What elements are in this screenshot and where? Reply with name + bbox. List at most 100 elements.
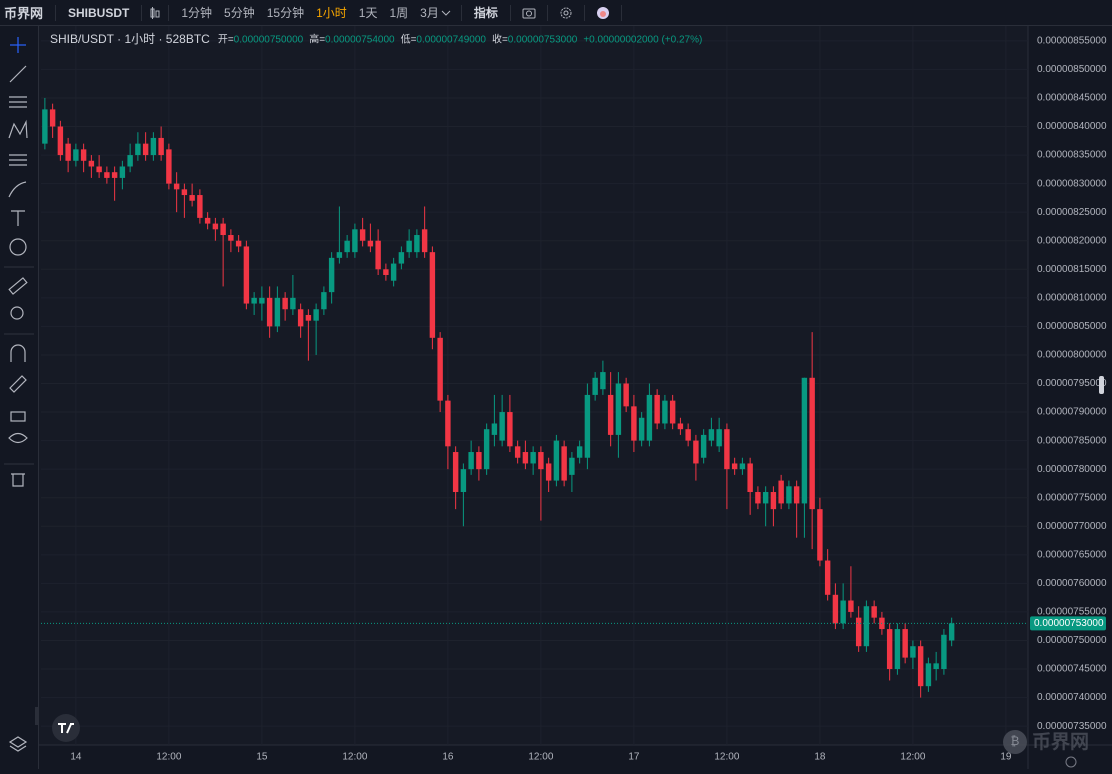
candle-body (65, 143, 71, 161)
candle-body (290, 297, 296, 310)
object-tree[interactable] (8, 736, 28, 752)
candle-body (917, 646, 924, 687)
candle-body (553, 440, 560, 481)
candle-body (638, 417, 645, 441)
candle-body (127, 155, 133, 167)
candle-body (166, 149, 172, 184)
candle-type-icon[interactable] (148, 6, 162, 20)
dropdown-icon[interactable] (441, 8, 451, 18)
interval-button[interactable]: 1小时 (316, 6, 347, 20)
emoji-tool[interactable] (9, 238, 27, 256)
indicators-button[interactable]: 指标 (473, 6, 498, 20)
interval-button[interactable]: 1天 (358, 6, 378, 20)
magnet-tool[interactable] (10, 344, 26, 362)
y-tick-label: 0.00000825000 (1037, 207, 1107, 218)
candle-body (96, 166, 102, 173)
crosshair-tool[interactable] (10, 37, 26, 53)
time-axis (39, 745, 1028, 769)
candle-body (654, 394, 660, 424)
y-tick-label: 0.00000850000 (1037, 64, 1107, 75)
candle-body (468, 452, 474, 470)
candle-body (158, 137, 164, 156)
candle-body (778, 480, 784, 504)
candle-body (716, 429, 722, 447)
candle-body (685, 429, 691, 441)
candle-body (452, 452, 459, 493)
candle-body (344, 240, 350, 253)
text-tool[interactable] (11, 210, 25, 226)
y-tick-label: 0.00000800000 (1037, 350, 1107, 361)
collapse-handle[interactable] (35, 707, 39, 725)
y-tick-label: 0.00000770000 (1037, 521, 1107, 532)
interval-button[interactable]: 5分钟 (224, 6, 255, 20)
scroll-handle[interactable] (1099, 376, 1104, 394)
interval-button[interactable]: 1分钟 (181, 6, 213, 20)
candle-body (119, 166, 126, 178)
candle-body (88, 160, 95, 167)
legend-low-label: 低= (401, 33, 417, 46)
visibility-tool[interactable] (8, 432, 28, 444)
projection-tool[interactable] (9, 154, 27, 166)
candle-body (313, 309, 319, 321)
y-tick-label: 0.00000755000 (1037, 607, 1107, 618)
candle-body (817, 509, 823, 561)
candle-body (42, 109, 48, 144)
trendline-tool[interactable] (9, 65, 27, 83)
legend-close: 0.00000753000 (508, 35, 578, 46)
fib-tool[interactable] (9, 96, 27, 108)
interval-button[interactable]: 3月 (420, 6, 439, 20)
candle-body (677, 423, 684, 430)
y-tick-label: 0.00000830000 (1037, 178, 1107, 189)
candle-body (173, 183, 180, 190)
zoom-tool[interactable] (10, 306, 24, 320)
candle-body (693, 440, 699, 464)
last-price-label: 0.00000753000 (1034, 618, 1104, 629)
candle-body (522, 452, 529, 464)
axis-settings-icon[interactable] (1065, 756, 1077, 768)
candle-body (708, 429, 715, 441)
interval-button[interactable]: 1周 (389, 6, 409, 20)
delete-tool[interactable] (11, 473, 25, 487)
candle-body (282, 297, 288, 310)
lock-tool[interactable] (10, 411, 26, 422)
y-tick-label: 0.00000795000 (1037, 378, 1107, 389)
pattern-tool[interactable] (8, 119, 28, 139)
candle-body (631, 406, 637, 441)
candle-body (576, 446, 583, 458)
theme-icon[interactable] (591, 6, 615, 20)
candle-body (925, 663, 932, 687)
candle-body (49, 109, 56, 127)
symbol[interactable]: SHIBUSDT (68, 5, 130, 20)
candle-body (204, 217, 211, 224)
candles (41, 97, 1028, 698)
candle-body (646, 394, 653, 441)
toolbar-icons (4, 37, 34, 752)
candle-body (623, 383, 629, 407)
candle-body (871, 606, 877, 618)
snapshot-icon[interactable] (517, 6, 541, 20)
candle-body (910, 646, 916, 658)
candle-body (530, 452, 536, 464)
separator (509, 4, 511, 21)
candle-body (328, 257, 335, 293)
measure-tool[interactable] (8, 277, 28, 295)
logo[interactable]: 币界网 (4, 6, 44, 21)
ohlc-legend: 开= 0.00000750000 高= 0.00000754000 低= 0.000007… (218, 33, 703, 46)
legend-title: SHIB/USDT · 1小时 · 528BTC (50, 32, 210, 46)
x-tick-label: 12:00 (156, 752, 181, 763)
y-tick-label: 0.00000790000 (1037, 407, 1107, 418)
price-axis (1028, 26, 1112, 769)
brush-tool[interactable] (8, 181, 27, 198)
settings-icon[interactable] (554, 6, 578, 20)
draw-mode-tool[interactable] (9, 375, 27, 393)
candle-body (933, 663, 939, 670)
candle-body (507, 412, 513, 447)
candle-body (359, 229, 366, 241)
y-tick-label: 0.00000745000 (1037, 664, 1107, 675)
legend-open: 0.00000750000 (234, 35, 304, 46)
interval-button[interactable]: 15分钟 (266, 6, 305, 20)
legend-open-label: 开= (218, 35, 234, 46)
candle-body (212, 223, 219, 230)
